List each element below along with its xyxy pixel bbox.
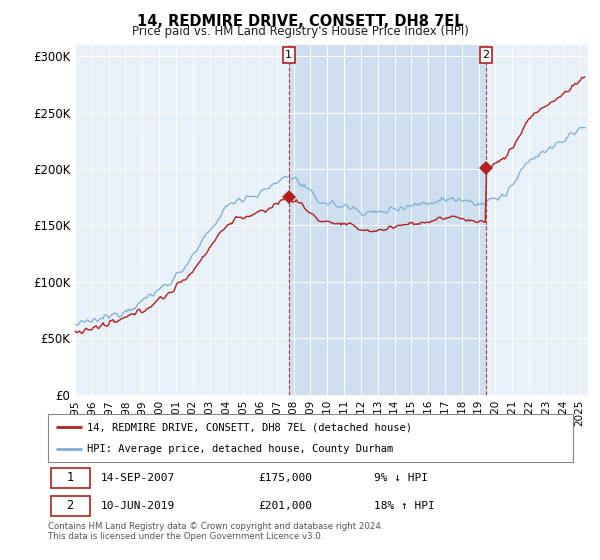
Text: 1: 1: [67, 471, 74, 484]
Text: £201,000: £201,000: [258, 501, 312, 511]
Text: 2: 2: [67, 499, 74, 512]
Text: 9% ↓ HPI: 9% ↓ HPI: [373, 473, 427, 483]
Text: £175,000: £175,000: [258, 473, 312, 483]
Text: Price paid vs. HM Land Registry's House Price Index (HPI): Price paid vs. HM Land Registry's House …: [131, 25, 469, 38]
Text: 2: 2: [482, 50, 490, 60]
Text: Contains HM Land Registry data © Crown copyright and database right 2024.
This d: Contains HM Land Registry data © Crown c…: [48, 522, 383, 542]
FancyBboxPatch shape: [50, 496, 90, 516]
Text: 14-SEP-2007: 14-SEP-2007: [101, 473, 175, 483]
Text: 10-JUN-2019: 10-JUN-2019: [101, 501, 175, 511]
Bar: [289, 45, 486, 395]
Text: HPI: Average price, detached house, County Durham: HPI: Average price, detached house, Coun…: [88, 444, 394, 454]
Text: 18% ↑ HPI: 18% ↑ HPI: [373, 501, 434, 511]
FancyBboxPatch shape: [50, 468, 90, 488]
Text: 1: 1: [285, 50, 292, 60]
Text: 14, REDMIRE DRIVE, CONSETT, DH8 7EL (detached house): 14, REDMIRE DRIVE, CONSETT, DH8 7EL (det…: [88, 422, 412, 432]
Text: 14, REDMIRE DRIVE, CONSETT, DH8 7EL: 14, REDMIRE DRIVE, CONSETT, DH8 7EL: [137, 14, 463, 29]
